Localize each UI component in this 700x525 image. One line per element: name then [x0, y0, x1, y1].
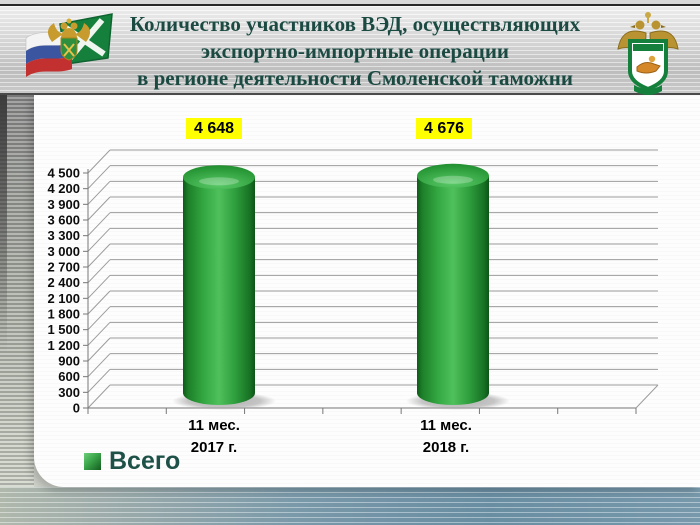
svg-text:3 300: 3 300	[47, 228, 80, 243]
category-label-2017: 11 мес. 2017 г.	[188, 417, 240, 456]
svg-text:2 400: 2 400	[47, 275, 80, 290]
slide-top-edge	[0, 0, 700, 4]
left-decor-strip	[0, 95, 34, 525]
svg-text:4 500: 4 500	[47, 166, 80, 181]
title-line-1: Количество участников ВЭД, осуществляющи…	[129, 12, 581, 36]
svg-text:2 700: 2 700	[47, 260, 80, 275]
svg-text:3 900: 3 900	[47, 197, 80, 212]
legend: Всего	[84, 447, 180, 476]
svg-text:3 000: 3 000	[47, 244, 80, 259]
title-line-3: в регионе деятельности Смоленской таможн…	[137, 66, 573, 90]
chart-panel: 0 300 600 900 1 200 1 500 1 800 2 100 2 400 2 700…	[34, 95, 700, 487]
svg-text:1 500: 1 500	[47, 322, 80, 337]
title-line-2: экспортно-импортные операции	[200, 39, 510, 63]
data-label-2018: 4 676	[416, 118, 472, 139]
svg-text:3 600: 3 600	[47, 213, 80, 228]
category-label-2018: 11 мес. 2018 г.	[420, 417, 472, 456]
bottom-decor-strip	[0, 487, 700, 525]
svg-text:2 100: 2 100	[47, 291, 80, 306]
svg-text:0: 0	[73, 401, 80, 416]
legend-label: Всего	[109, 447, 181, 475]
data-label-2017: 4 648	[186, 118, 242, 139]
svg-text:4 200: 4 200	[47, 181, 80, 196]
svg-text:1 200: 1 200	[47, 338, 80, 353]
svg-text:900: 900	[58, 354, 80, 369]
russian-customs-flags-logo	[25, 13, 113, 77]
smolensk-customs-emblem	[617, 12, 679, 95]
slide-header: Количество участников ВЭД, осуществляющи…	[0, 4, 700, 95]
legend-marker-icon	[84, 453, 101, 470]
svg-text:1 800: 1 800	[47, 307, 80, 322]
svg-text:600: 600	[58, 369, 80, 384]
svg-text:300: 300	[58, 385, 80, 400]
page-title: Количество участников ВЭД, осуществляющи…	[110, 11, 600, 92]
